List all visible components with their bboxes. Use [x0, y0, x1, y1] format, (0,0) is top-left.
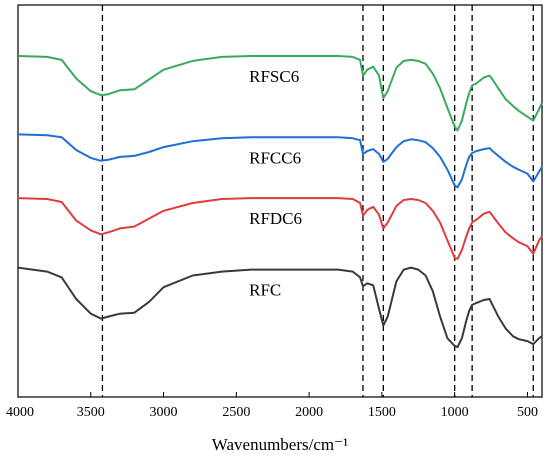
series-line-rfdc6 — [17, 197, 543, 260]
series-labels: RFSC6 RFCC6 RFDC6 RFC — [249, 67, 302, 300]
series-line-rfsc6 — [17, 55, 543, 132]
x-tick-label-1500: 1500 — [368, 405, 396, 420]
series-label-rfc: RFC — [249, 281, 281, 300]
series-line-rfcc6 — [17, 133, 543, 189]
reference-lines — [101, 5, 534, 397]
series-line-rfc — [17, 266, 543, 348]
series-label-rfdc6: RFDC6 — [249, 209, 302, 228]
x-tick-label-3000: 3000 — [150, 405, 178, 420]
x-tick-label-1000: 1000 — [441, 405, 469, 420]
x-tick-label-2000: 2000 — [295, 405, 323, 420]
x-axis-ticks: 4000 3500 3000 2500 2000 1500 1000 500 — [6, 392, 538, 420]
x-tick-label-2500: 2500 — [222, 405, 250, 420]
plot-frame — [17, 4, 543, 398]
x-axis-label: Wavenumbers/cm⁻¹ — [212, 435, 348, 454]
series-lines — [17, 55, 543, 348]
series-label-rfcc6: RFCC6 — [249, 148, 301, 167]
x-tick-label-3500: 3500 — [77, 405, 105, 420]
x-tick-label-500: 500 — [517, 405, 538, 420]
series-label-rfsc6: RFSC6 — [249, 67, 299, 86]
x-tick-label-4000: 4000 — [6, 405, 34, 420]
